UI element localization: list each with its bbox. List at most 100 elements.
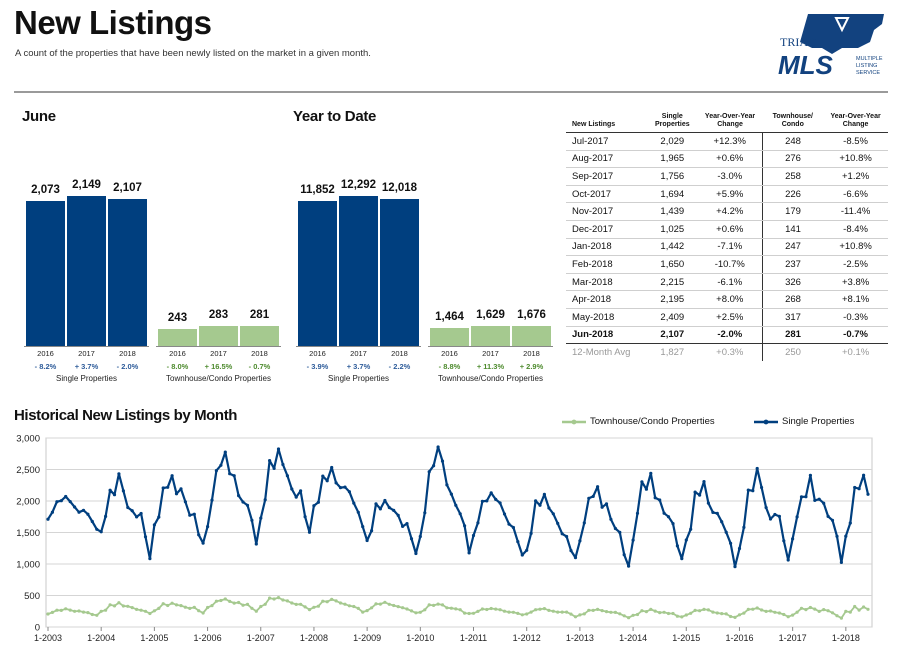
table-row: May-2018 2,409 +2.5% 317 -0.3%	[566, 308, 888, 327]
data-point-single	[241, 500, 245, 504]
data-point-townhouse	[489, 606, 493, 611]
data-point-single	[804, 495, 808, 499]
logo-side-text-2: LISTING	[856, 63, 877, 69]
y-tick-label: 500	[24, 591, 40, 602]
data-point-townhouse	[525, 612, 529, 616]
data-point-townhouse	[866, 607, 870, 611]
june-bar-value-label: 2,073	[31, 184, 60, 197]
data-point-single	[99, 530, 103, 534]
data-point-single	[73, 505, 77, 509]
data-point-single	[551, 512, 555, 516]
data-point-townhouse	[81, 610, 86, 614]
data-point-townhouse	[813, 607, 817, 611]
table-cell: 2,409	[647, 308, 698, 327]
data-point-single	[773, 512, 777, 517]
table-cell: +3.8%	[823, 273, 888, 292]
data-point-townhouse	[343, 602, 347, 606]
data-point-single	[436, 445, 440, 449]
data-point-single	[259, 516, 263, 520]
data-point-single	[161, 486, 165, 490]
data-point-townhouse	[130, 606, 134, 610]
data-point-townhouse	[232, 601, 236, 605]
data-point-single	[268, 459, 272, 463]
data-point-single	[720, 520, 724, 524]
data-point-single	[414, 551, 418, 556]
x-tick-label: 1-2010	[406, 633, 434, 643]
data-point-townhouse	[662, 610, 666, 614]
data-point-single	[46, 517, 50, 521]
data-point-single	[698, 493, 702, 497]
data-point-single	[143, 535, 148, 539]
x-tick-label: 1-2016	[725, 633, 753, 643]
col-header-single-yoy: Year-Over-Year Change	[697, 113, 763, 133]
x-tick-label: 1-2003	[34, 633, 62, 643]
data-point-townhouse	[440, 603, 445, 607]
table-cell: 247	[761, 238, 824, 257]
data-point-townhouse	[254, 609, 258, 613]
data-point-single	[525, 548, 529, 552]
table-cell: +0.6%	[697, 150, 763, 169]
data-point-single	[476, 521, 480, 525]
data-point-townhouse	[307, 608, 312, 612]
table-cell: -0.7%	[823, 326, 888, 345]
data-point-single	[405, 522, 409, 526]
data-point-single	[108, 488, 112, 492]
x-tick-label: 1-2009	[353, 633, 381, 643]
data-point-single	[755, 466, 759, 471]
col-header-townhouse-yoy: Year-Over-Year Change	[823, 113, 888, 133]
page-title: New Listings	[14, 4, 212, 41]
data-point-townhouse	[839, 616, 844, 620]
table-cell: Jul-2017	[566, 132, 647, 151]
table-row: Mar-2018 2,215 -6.1% 326 +3.8%	[566, 273, 888, 292]
x-tick-label: 1-2004	[87, 633, 115, 643]
data-point-single	[604, 502, 609, 506]
data-point-single	[689, 527, 693, 531]
data-point-townhouse	[511, 610, 515, 614]
table-row: Apr-2018 2,195 +8.0% 268 +8.1%	[566, 290, 888, 309]
data-point-townhouse	[268, 596, 272, 600]
data-point-townhouse	[715, 611, 719, 615]
table-row: Dec-2017 1,025 +0.6% 141 -8.4%	[566, 220, 888, 239]
june-bar-change-label: + 16.5%	[204, 362, 233, 371]
data-point-townhouse	[330, 597, 334, 601]
table-cell: 281	[761, 326, 824, 345]
data-point-townhouse	[551, 609, 555, 613]
table-cell: +5.9%	[697, 185, 763, 204]
data-point-single	[649, 471, 653, 475]
data-point-townhouse	[396, 605, 400, 609]
ytd-bar-year-label: 2017	[482, 349, 499, 358]
legend-item-townhouse: Townhouse/Condo Properties	[562, 416, 715, 427]
table-row: 12-Month Avg 1,827 +0.3% 250 +0.1%	[566, 343, 888, 362]
data-point-townhouse	[316, 604, 320, 608]
data-point-townhouse	[516, 611, 520, 615]
data-point-townhouse	[569, 612, 573, 616]
data-point-townhouse	[737, 613, 742, 617]
june-bar-change-label: - 8.0%	[166, 362, 189, 371]
table-cell: +12.3%	[697, 132, 763, 151]
data-point-townhouse	[50, 610, 55, 614]
data-point-townhouse	[436, 602, 440, 606]
table-cell: Nov-2017	[566, 202, 647, 221]
data-point-townhouse	[290, 601, 294, 605]
data-point-single	[511, 525, 515, 530]
data-point-townhouse	[73, 609, 77, 613]
data-point-townhouse	[675, 614, 680, 618]
data-point-single	[711, 510, 715, 514]
table-cell: +4.2%	[697, 202, 763, 221]
data-point-single	[139, 511, 143, 516]
data-point-single	[560, 532, 564, 536]
june-bar-value-label: 281	[249, 309, 270, 322]
data-point-townhouse	[449, 606, 453, 610]
legend-item-single: Single Properties	[754, 416, 854, 427]
col-header-townhouse: Townhouse/ Condo	[762, 113, 824, 133]
data-point-townhouse	[325, 600, 329, 604]
data-point-single	[848, 521, 852, 525]
data-point-single	[152, 523, 156, 527]
data-point-single	[343, 485, 347, 489]
data-point-townhouse	[782, 612, 786, 617]
table-cell: 226	[761, 185, 824, 204]
data-point-single	[396, 513, 400, 517]
data-point-single	[55, 500, 59, 504]
data-point-single	[760, 485, 764, 490]
data-point-single	[59, 499, 63, 503]
